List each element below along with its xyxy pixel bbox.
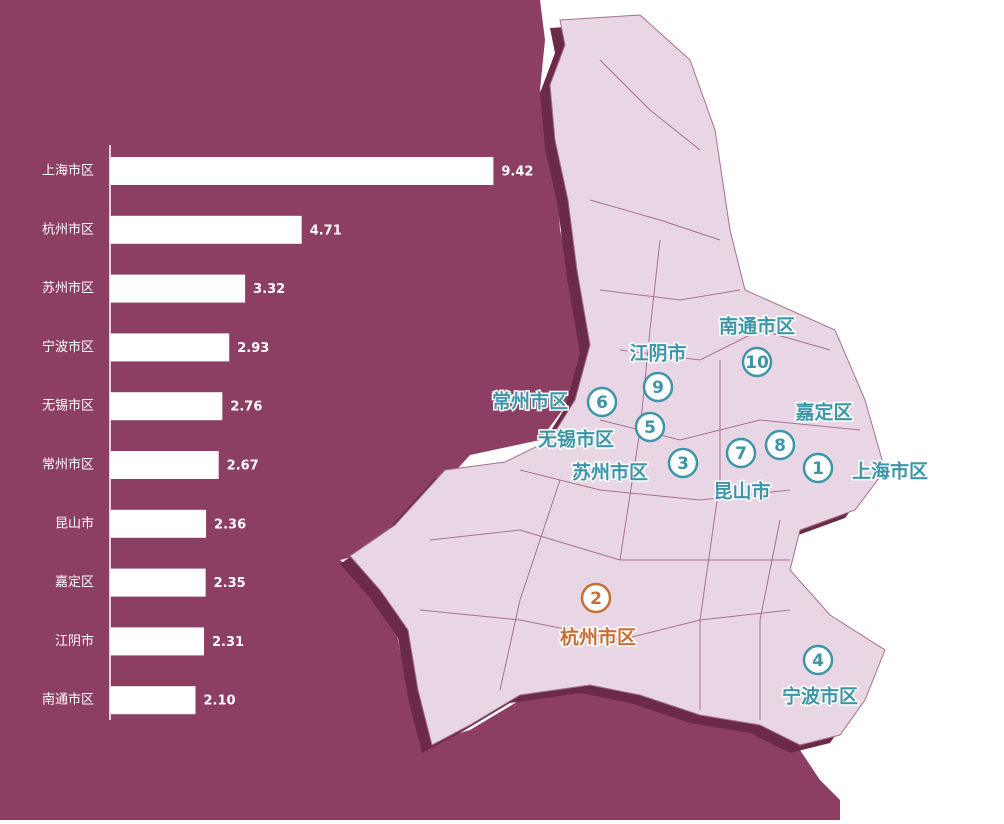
map-label: 1 上海市区	[802, 452, 930, 484]
rank-circle	[764, 429, 796, 461]
rank-circle	[802, 452, 834, 484]
background	[0, 0, 840, 820]
category-label: 南通市区	[42, 692, 94, 708]
value-label: 4.71	[310, 223, 342, 238]
map-label: 2 杭州市区	[558, 582, 638, 650]
rank-number: 1	[812, 459, 824, 479]
map-city-name: 嘉定区	[794, 401, 852, 424]
value-label: 3.32	[253, 282, 285, 297]
map-label: 8 嘉定区	[764, 399, 854, 461]
rank-circle	[741, 346, 773, 378]
map-city-name: 上海市区	[852, 460, 928, 483]
rank-number: 4	[812, 651, 824, 671]
bar	[110, 274, 246, 303]
rank-number: 8	[774, 436, 786, 456]
value-label: 2.31	[212, 635, 244, 650]
rank-circle	[802, 644, 834, 676]
map-region	[349, 14, 886, 746]
rank-number: 10	[745, 353, 769, 373]
value-label: 2.76	[230, 400, 262, 415]
map-label: 6 常州市区	[490, 386, 618, 418]
map-label: 7 昆山市	[712, 437, 772, 504]
rank-circle	[642, 371, 674, 403]
bar	[110, 392, 223, 421]
map-city-name: 宁波市区	[782, 685, 858, 708]
rank-number: 2	[590, 589, 602, 609]
map-city-name: 昆山市	[713, 480, 770, 503]
map-city-name: 南通市区	[719, 315, 795, 338]
bar	[110, 157, 494, 185]
rank-circle	[586, 386, 618, 418]
category-label: 杭州市区	[42, 221, 94, 237]
value-label: 2.93	[237, 341, 269, 356]
map-city-name: 无锡市区	[538, 428, 614, 451]
category-label: 上海市区	[42, 163, 94, 179]
bar	[110, 686, 196, 715]
rank-circle	[634, 411, 666, 443]
category-label: 昆山市	[55, 515, 94, 531]
map-city-name: 杭州市区	[560, 626, 636, 649]
bar	[110, 568, 206, 597]
rank-number: 7	[735, 444, 747, 464]
category-label: 常州市区	[42, 457, 94, 473]
map-label: 4 宁波市区	[780, 644, 860, 709]
rank-circle	[725, 437, 757, 469]
rank-number: 9	[652, 378, 664, 398]
category-label: 宁波市区	[42, 339, 94, 355]
map-city-name: 江阴市	[629, 342, 686, 365]
value-label: 2.10	[203, 694, 235, 709]
bar	[110, 333, 230, 362]
category-label: 苏州市区	[42, 280, 94, 296]
bar	[110, 451, 219, 479]
map-city-name: 常州市区	[492, 390, 568, 413]
value-label: 2.35	[214, 576, 246, 591]
category-label: 嘉定区	[55, 575, 94, 590]
category-label: 无锡市区	[42, 398, 94, 414]
value-label: 2.67	[227, 459, 259, 474]
value-label: 2.36	[214, 517, 246, 532]
map-label: 10 南通市区	[717, 313, 797, 378]
value-label: 9.42	[501, 165, 533, 180]
bar	[110, 215, 302, 244]
map-city-name: 苏州市区	[572, 461, 648, 484]
bar	[110, 509, 207, 538]
map-label: 5 无锡市区	[536, 411, 666, 452]
category-label: 江阴市	[55, 633, 94, 649]
bar	[110, 627, 205, 656]
map-label: 3 苏州市区	[570, 447, 699, 485]
map-label: 9 江阴市	[628, 340, 688, 403]
rank-number: 6	[596, 393, 608, 413]
rank-circle	[580, 582, 612, 614]
rank-circle	[667, 447, 699, 479]
rank-number: 3	[677, 454, 689, 474]
rank-number: 5	[644, 418, 656, 438]
